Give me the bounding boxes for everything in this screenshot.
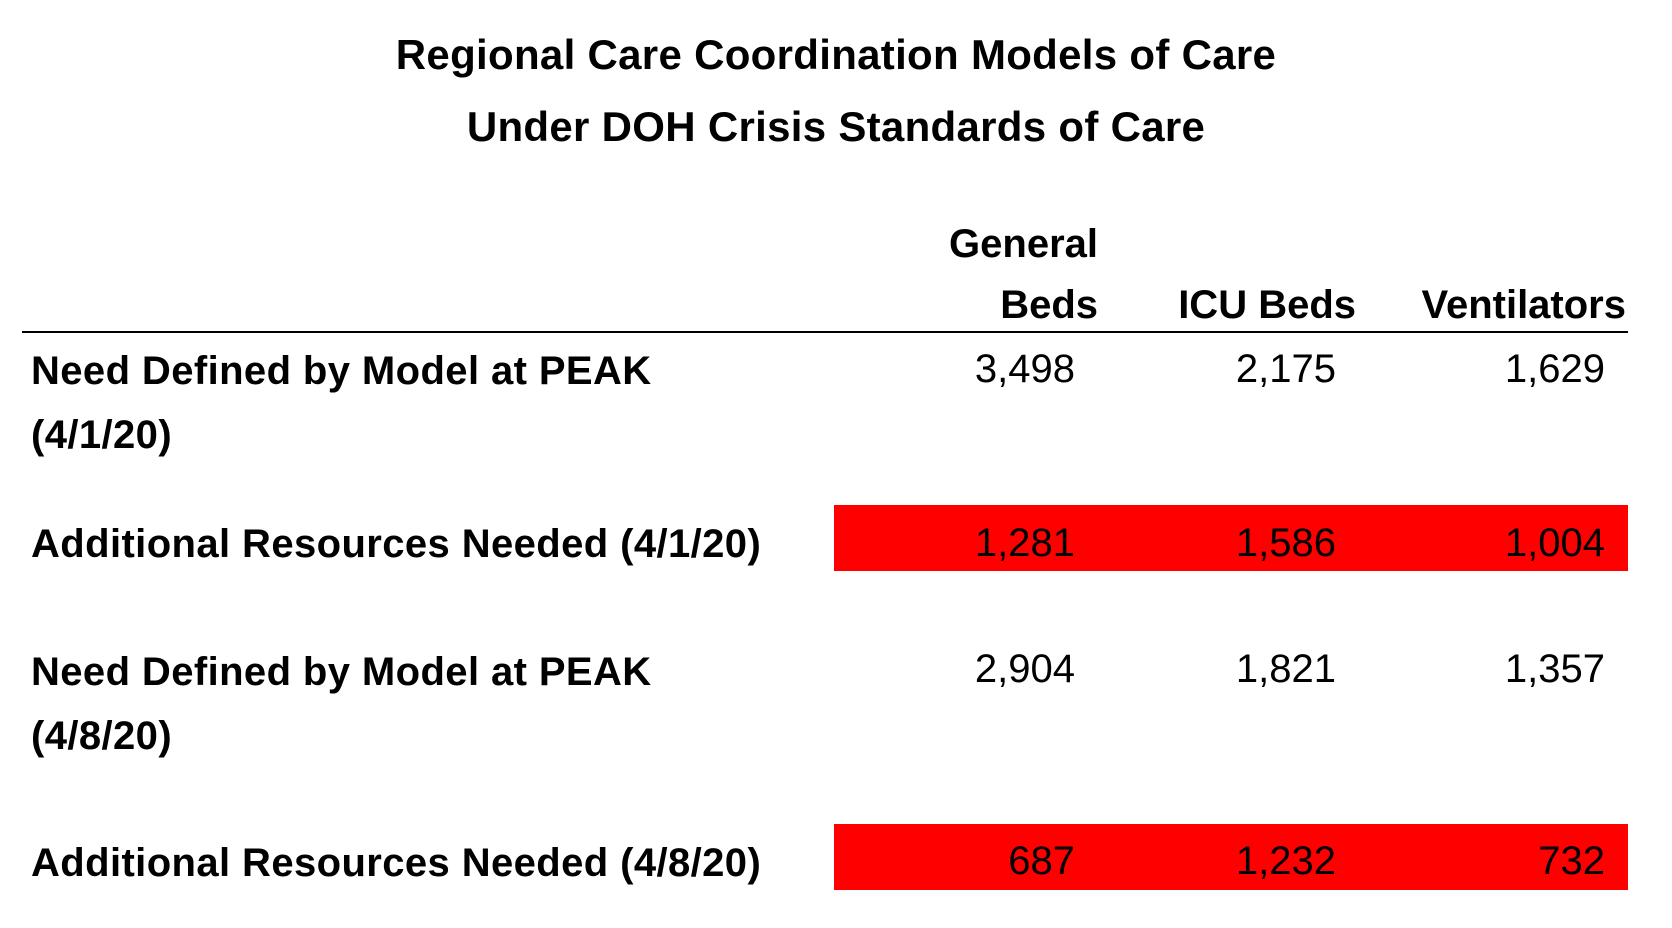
cell-general-beds: 3,498	[974, 347, 1075, 391]
cell-icu-beds: 1,232	[1235, 839, 1336, 883]
highlight-band-additional-4-1	[834, 505, 1628, 571]
row-label-additional-4-1: Additional Resources Needed (4/1/20)	[31, 512, 761, 576]
cell-ventilators: 1,629	[1504, 347, 1605, 391]
row-label-need-4-1: Need Defined by Model at PEAK (4/1/20)	[31, 339, 652, 467]
row-label-line-2: (4/1/20)	[31, 413, 173, 457]
header-divider	[22, 331, 1628, 333]
cell-icu-beds: 2,175	[1235, 347, 1336, 391]
row-label-line-1: Need Defined by Model at PEAK	[31, 650, 652, 694]
column-header-general-beds-line-1: General	[949, 222, 1098, 266]
cell-general-beds: 687	[1008, 839, 1075, 883]
cell-ventilators: 1,004	[1504, 521, 1605, 565]
cell-general-beds: 1,281	[974, 521, 1075, 565]
cell-ventilators: 732	[1538, 839, 1605, 883]
row-label-line-1: Need Defined by Model at PEAK	[31, 349, 652, 393]
column-header-ventilators: Ventilators	[1421, 283, 1626, 327]
document-title-line-1: Regional Care Coordination Models of Car…	[395, 31, 1277, 78]
column-header-general-beds-line-2: Beds	[1000, 283, 1098, 327]
row-label-additional-4-8: Additional Resources Needed (4/8/20)	[31, 831, 761, 895]
row-label-need-4-8: Need Defined by Model at PEAK (4/8/20)	[31, 640, 652, 768]
document-title-line-2: Under DOH Crisis Standards of Care	[466, 103, 1206, 150]
row-label-line-1: Additional Resources Needed (4/8/20)	[31, 841, 762, 885]
cell-icu-beds: 1,821	[1235, 647, 1336, 691]
highlight-band-additional-4-8	[834, 824, 1628, 890]
cell-general-beds: 2,904	[974, 647, 1075, 691]
cell-icu-beds: 1,586	[1235, 521, 1336, 565]
row-label-line-1: Additional Resources Needed (4/1/20)	[31, 522, 762, 566]
row-label-line-2: (4/8/20)	[31, 714, 173, 758]
column-header-icu-beds: ICU Beds	[1178, 283, 1356, 327]
cell-ventilators: 1,357	[1504, 647, 1605, 691]
